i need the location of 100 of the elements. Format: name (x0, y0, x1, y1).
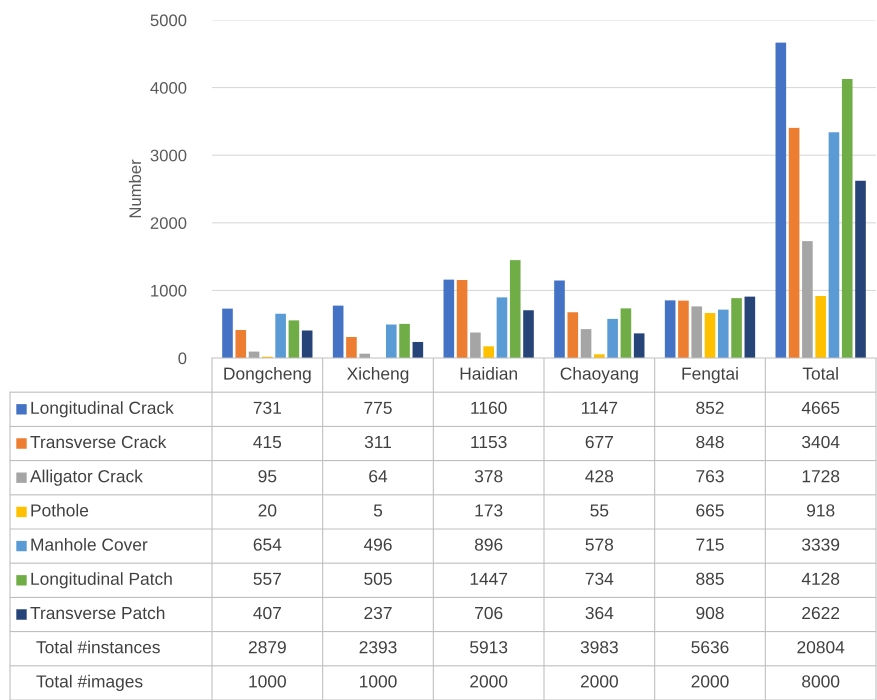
bar (607, 318, 618, 358)
data-label: 918 (807, 504, 834, 517)
bar (664, 300, 676, 358)
bar (412, 342, 424, 358)
text: 2879 (248, 641, 286, 654)
bar (332, 306, 344, 358)
bar (235, 330, 246, 358)
data-label: 378 (474, 470, 502, 482)
data-label: 237 (364, 606, 392, 620)
bar (634, 333, 644, 358)
text: 8000 (802, 675, 840, 688)
data-label: 496 (364, 538, 392, 551)
bar (456, 280, 468, 358)
bar (510, 260, 521, 358)
legend-label: Pothole (31, 504, 88, 517)
data-label: 415 (253, 436, 282, 448)
legend-label: Transverse Patch (30, 606, 164, 620)
text: 2000 (470, 675, 508, 688)
data-label: 731 (254, 402, 281, 414)
bar (275, 314, 286, 358)
x-tick-label: Fengtai (682, 367, 738, 384)
x-tick-label: Chaoyang (560, 367, 638, 384)
data-label: 706 (475, 606, 502, 620)
bar (567, 312, 578, 358)
bar (678, 300, 689, 358)
bar (470, 332, 481, 358)
bar (580, 329, 592, 358)
data-label: 715 (696, 538, 724, 551)
data-label: 852 (696, 402, 724, 414)
bar (288, 320, 300, 358)
legend-label: Longitudinal Patch (31, 572, 172, 588)
data-label: 1160 (471, 402, 507, 414)
data-label: 908 (696, 606, 724, 620)
text: 5913 (470, 641, 508, 654)
bar (620, 308, 632, 358)
bar (554, 280, 565, 358)
data-label: 775 (364, 402, 392, 414)
data-label: 3404 (802, 436, 840, 448)
bar (815, 296, 826, 358)
data-label: 1728 (802, 470, 840, 482)
bar (691, 306, 702, 358)
x-tick-label: Haidian (460, 367, 517, 380)
data-label: 311 (364, 436, 391, 448)
data-label: 505 (364, 572, 392, 585)
bar (386, 324, 397, 358)
bar (346, 336, 357, 358)
text: 1000 (249, 675, 286, 688)
y-tick-label: 0 (178, 352, 186, 364)
y-tick-label: 3000 (150, 150, 186, 162)
data-label: 173 (476, 504, 502, 517)
data-label: 734 (586, 572, 614, 585)
data-label: 4128 (802, 572, 840, 585)
data-label: 896 (474, 538, 502, 551)
data-label: 665 (696, 504, 724, 517)
data-label: 654 (254, 538, 282, 551)
text: 3983 (580, 641, 618, 654)
bar (399, 324, 410, 358)
data-label: 55 (590, 504, 608, 517)
data-label: 885 (696, 572, 724, 585)
data-label: 3339 (802, 538, 840, 551)
data-label: 4665 (802, 402, 840, 414)
data-label: 677 (586, 436, 613, 448)
data-label: 1153 (471, 436, 507, 448)
data-label: 20 (258, 504, 276, 517)
text: 2393 (360, 641, 397, 654)
data-label: 428 (585, 470, 614, 482)
x-tick-label: Xicheng (347, 367, 408, 384)
bar (788, 128, 800, 358)
bar (248, 352, 260, 358)
data-label: 1447 (470, 572, 508, 585)
data-label: 763 (696, 470, 724, 482)
bar (855, 180, 866, 358)
bar (523, 310, 534, 358)
text: Total #images (36, 674, 142, 691)
data-label: 364 (586, 606, 614, 620)
legend-label: Alligator Crack (30, 470, 143, 486)
bar (744, 296, 756, 358)
y-tick-label: 2000 (150, 217, 186, 230)
legend-label: Manhole Cover (31, 538, 148, 551)
text: 2000 (580, 675, 618, 688)
data-label: 578 (586, 538, 614, 551)
data-label: 2622 (802, 606, 840, 620)
bar (222, 308, 233, 358)
bar (496, 297, 508, 358)
bar (704, 313, 716, 358)
bar (483, 346, 494, 358)
x-tick-label: Dongcheng (224, 367, 311, 384)
bar (776, 42, 786, 358)
data-label: 848 (696, 436, 724, 448)
legend-label: Longitudinal Crack (31, 401, 174, 418)
data-label: 557 (254, 572, 281, 585)
y-tick-label: 5000 (150, 14, 186, 26)
data-label: 407 (253, 606, 281, 620)
bar (302, 330, 312, 358)
legend-label: Transverse Crack (30, 435, 166, 448)
y-tick-label: 4000 (150, 82, 186, 94)
text: 1000 (360, 675, 397, 688)
x-tick-label: Total (802, 367, 838, 380)
data-label: 64 (369, 470, 388, 482)
text: 5636 (691, 641, 729, 654)
